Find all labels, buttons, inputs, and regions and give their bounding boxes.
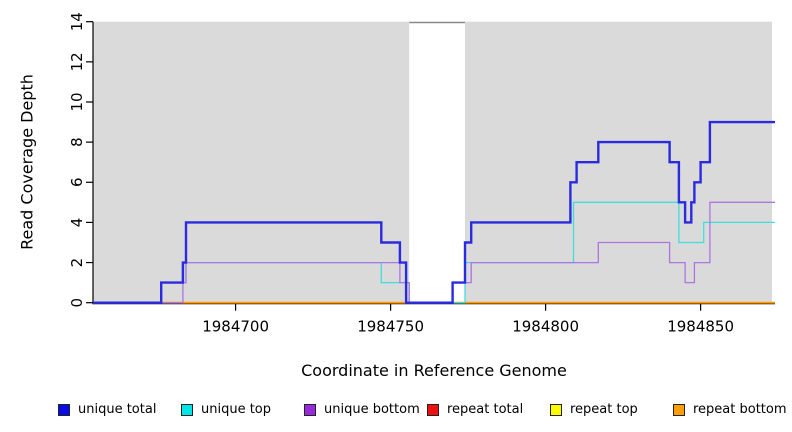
legend-item: repeat total	[427, 402, 550, 417]
y-tick-label: 2	[68, 258, 86, 268]
y-tick-label: 4	[68, 218, 86, 228]
masked-region	[409, 21, 465, 303]
legend-swatch-icon	[304, 403, 316, 416]
series-unique-bottom	[93, 201, 775, 304]
series-unique-total	[93, 120, 775, 304]
y-tick-label: 14	[68, 12, 86, 31]
legend-item: repeat bottom	[673, 402, 792, 417]
legend-swatch-icon	[58, 403, 70, 416]
y-tick-label: 10	[68, 92, 86, 111]
legend: unique total unique top unique bottom repea…	[58, 402, 792, 417]
y-axis-title: Read Coverage Depth	[17, 74, 37, 250]
legend-label: repeat bottom	[693, 402, 787, 417]
y-tick-label: 12	[68, 52, 86, 71]
y-axis-ticks: 0 2 4 6 8 10 12 14	[68, 12, 93, 307]
y-tick-label: 6	[68, 177, 86, 187]
legend-label: unique top	[201, 402, 272, 417]
legend-label: unique bottom	[324, 402, 420, 417]
y-tick-label: 8	[68, 137, 86, 147]
x-axis-title: Coordinate in Reference Genome	[301, 361, 567, 380]
legend-swatch-icon	[181, 403, 193, 416]
x-axis-ticks: 1984700 1984750 1984800 1984850	[202, 303, 734, 336]
x-tick-label: 1984800	[512, 318, 579, 336]
legend-label: repeat top	[570, 402, 638, 417]
legend-item: repeat top	[550, 402, 673, 417]
legend-item: unique total	[58, 402, 181, 417]
legend-item: unique bottom	[304, 402, 427, 417]
legend-swatch-icon	[427, 403, 439, 416]
series-group	[93, 120, 775, 304]
x-tick-label: 1984750	[357, 318, 424, 336]
legend-label: repeat total	[447, 402, 524, 417]
legend-swatch-icon	[550, 403, 562, 416]
legend-item: unique top	[181, 402, 304, 417]
x-tick-label: 1984850	[667, 318, 734, 336]
legend-swatch-icon	[673, 403, 685, 416]
x-tick-label: 1984700	[202, 318, 269, 336]
legend-label: unique total	[78, 402, 157, 417]
y-tick-label: 0	[68, 298, 86, 308]
